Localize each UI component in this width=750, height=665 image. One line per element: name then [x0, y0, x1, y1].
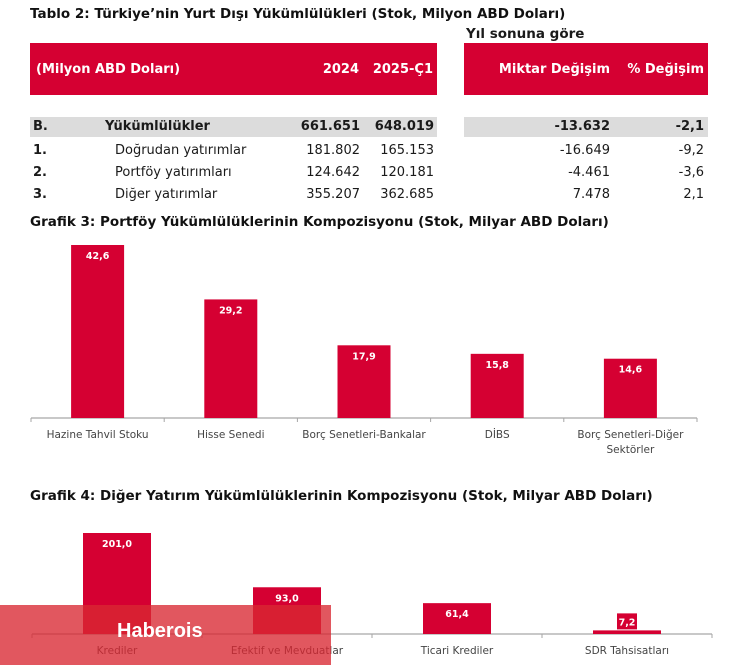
chart3-svg: 42,6 Hazine Tahvil Stoku 29,2 Hisse Senedi 1… — [30, 245, 698, 456]
bar-value-label: 42,6 — [86, 251, 110, 262]
x-tick-label: Borç Senetleri-Bankalar — [302, 429, 426, 441]
header-pct: % Değişim — [627, 62, 704, 77]
row-pct: 2,1 — [683, 187, 704, 202]
row-2025: 648.019 — [374, 119, 434, 134]
row-code: 2. — [33, 165, 47, 180]
header-2024: 2024 — [322, 62, 359, 77]
row-label: Diğer yatırımlar — [115, 187, 218, 202]
x-tick-label: Hazine Tahvil Stoku — [47, 429, 149, 441]
x-tick-label: SDR Tahsisatları — [585, 645, 669, 657]
row-2024: 124.642 — [306, 165, 360, 180]
row-pct: -2,1 — [675, 119, 704, 134]
row-code: 3. — [33, 187, 47, 202]
bar — [603, 358, 657, 418]
watermark-banner: Haberois — [0, 605, 331, 665]
bar — [593, 630, 661, 634]
bar — [337, 345, 391, 418]
row-2024: 355.207 — [306, 187, 360, 202]
row-label: Yükümlülükler — [105, 119, 210, 134]
row-pct: -3,6 — [678, 165, 704, 180]
bar-value-label: 15,8 — [485, 360, 509, 371]
chart4-title: Grafik 4: Diğer Yatırım Yükümlülüklerini… — [30, 488, 653, 504]
table-header-left: (Milyon ABD Doları) 2024 2025-Ç1 — [30, 43, 437, 95]
bar-value-label: 7,2 — [619, 617, 636, 628]
bar — [71, 245, 125, 418]
row-code: B. — [33, 119, 48, 134]
bar-value-label: 93,0 — [275, 593, 299, 604]
bar — [423, 603, 491, 634]
bar — [470, 353, 524, 418]
chart3-title: Grafik 3: Portföy Yükümlülüklerinin Komp… — [30, 214, 609, 230]
table-header-right: Miktar Değişim % Değişim — [464, 43, 708, 95]
header-unit: (Milyon ABD Doları) — [36, 62, 181, 77]
bar-value-label: 14,6 — [619, 365, 643, 376]
x-tick-label: DİBS — [485, 428, 510, 441]
group-header: Yıl sonuna göre — [466, 26, 585, 42]
row-amount: 7.478 — [572, 187, 610, 202]
row-code: 1. — [33, 143, 47, 158]
row-2025: 165.153 — [380, 143, 434, 158]
header-2025: 2025-Ç1 — [372, 62, 433, 77]
row-2025: 362.685 — [380, 187, 434, 202]
total-row-bg-left — [30, 117, 437, 137]
row-label: Doğrudan yatırımlar — [115, 143, 247, 158]
row-2024: 661.651 — [300, 119, 360, 134]
header-amount: Miktar Değişim — [498, 62, 610, 77]
table-title: Tablo 2: Türkiye’nin Yurt Dışı Yükümlülü… — [30, 6, 566, 22]
x-tick-label: Ticari Krediler — [420, 645, 494, 657]
bar-value-label: 29,2 — [219, 305, 242, 316]
row-amount: -16.649 — [559, 143, 610, 158]
x-tick-label: Borç Senetleri-Diğer — [577, 429, 684, 441]
bar-value-label: 17,9 — [352, 351, 375, 362]
x-tick-label: Sektörler — [607, 444, 655, 456]
bar — [204, 299, 258, 418]
chart3: 42,6 Hazine Tahvil Stoku 29,2 Hisse Senedi 1… — [30, 245, 698, 456]
row-label: Portföy yatırımları — [115, 165, 232, 180]
bar-value-label: 201,0 — [102, 539, 132, 550]
total-row-bg-right — [464, 117, 708, 137]
row-amount: -4.461 — [568, 165, 610, 180]
row-pct: -9,2 — [678, 143, 704, 158]
row-2024: 181.802 — [306, 143, 360, 158]
bar-label-box — [617, 613, 637, 630]
row-2025: 120.181 — [380, 165, 434, 180]
watermark-text: Haberois — [117, 620, 203, 642]
x-tick-label: Hisse Senedi — [197, 429, 264, 441]
bar-value-label: 61,4 — [445, 609, 469, 620]
row-amount: -13.632 — [554, 119, 610, 134]
